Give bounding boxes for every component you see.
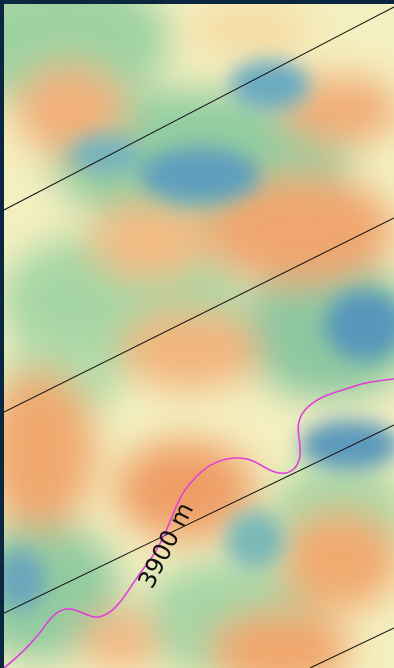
grid-line: [0, 6, 394, 213]
map-frame-top: [0, 0, 394, 4]
contour-line-3900[interactable]: [3, 378, 394, 668]
grid-line: [0, 217, 394, 415]
map-frame-left: [0, 0, 4, 668]
terrain-high-areas: [0, 60, 394, 610]
grid-lines: [0, 6, 394, 668]
grid-line: [0, 424, 394, 616]
grid-line: [309, 627, 394, 668]
